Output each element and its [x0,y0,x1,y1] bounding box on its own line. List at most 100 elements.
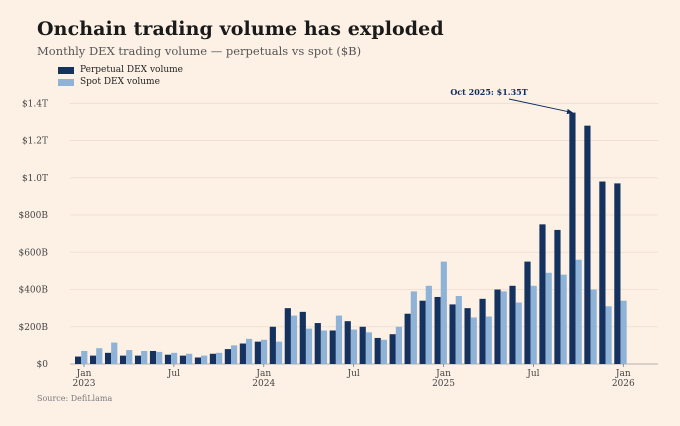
bar-spot [111,342,118,364]
bar-spot [126,350,133,364]
x-tick-label: Jan [615,369,631,379]
bar-perp [509,285,516,364]
bar-spot [96,348,103,364]
bar-perp [284,308,291,364]
legend: Perpetual DEX volume Spot DEX volume [58,64,183,88]
bar-perp [329,330,336,364]
bar-spot [410,291,417,364]
bar-spot [305,328,313,364]
y-tick-label: $1.0T [22,174,48,184]
x-tick-label: Jan [255,369,271,379]
bar-perp [524,261,531,364]
bar-spot [141,350,148,364]
bar-spot [530,285,537,364]
bar-perp [374,337,381,364]
bar-perp [194,357,202,364]
bar-spot [365,332,373,364]
bar-perp [479,298,486,364]
bar-spot [290,315,298,364]
x-tick-label: Jul [526,369,539,379]
source-note: Source: DefiLlama [37,394,113,403]
bar-perp [179,355,187,364]
y-axis: $0 $200B $400B $600B $800B $1.0T $1.2T $1.4T [18,99,48,370]
bar-perp [464,308,471,364]
bar-perp [389,334,396,364]
bar-spot [545,272,552,364]
bar-perp [449,304,456,364]
y-tick-label: $1.4T [22,99,48,109]
bar-spot [605,306,612,364]
x-tick-year-label: 2024 [252,379,275,389]
bar-perp [149,350,157,364]
y-tick-label: $1.2T [22,137,48,147]
chart-subtitle: Monthly DEX trading volume — perpetuals … [37,44,362,58]
bar-perp [209,353,217,364]
bar-spot [380,339,387,364]
bar-spot [500,291,507,364]
bar-perp [224,349,231,364]
x-tick-year-label: 2023 [73,379,96,389]
bar-perp [434,296,441,364]
bar-spot [560,274,567,364]
bar-perp [344,321,351,364]
bar-perp [299,311,306,364]
bar-spot [81,350,88,364]
bar-perp [554,229,561,364]
bar-spot [485,316,492,364]
bar-perp [239,343,246,364]
bar-spot [275,341,283,364]
y-tick-label: $400B [18,286,48,296]
legend-item-spot: Spot DEX volume [58,76,183,88]
bar-spot [186,353,193,364]
x-tick-label: Jan [435,369,451,379]
bar-spot [156,351,163,364]
bar-perp [254,341,261,364]
legend-label-spot: Spot DEX volume [80,77,160,87]
bar-perp [419,300,426,364]
annotations: Oct 2025: $1.35T [450,87,574,115]
bar-perp [89,355,97,364]
bar-spot [395,326,402,364]
bar-perp [134,355,142,364]
y-tick-label: $800B [18,211,48,221]
bar-perp [75,356,82,364]
y-tick-label: $600B [18,248,48,258]
bar-spot [470,317,477,364]
bar-spot [425,285,432,364]
bar-spot [171,352,178,364]
bar-perp [614,183,621,364]
bar-perp [164,354,172,364]
bar-spot [231,345,238,364]
bar-spot [260,339,268,364]
legend-swatch-perp [58,66,74,74]
bar-spot [590,289,597,364]
bar-perp [494,289,501,364]
bars [75,112,627,364]
bar-spot [350,329,358,364]
annotation-arrow [508,98,574,115]
bar-perp [404,313,411,364]
legend-item-perp: Perpetual DEX volume [58,64,183,76]
y-tick-label: $200B [18,323,48,333]
bar-perp [359,326,366,364]
x-tick-label: Jan [76,369,92,379]
x-tick-label: Jul [346,369,359,379]
bar-spot [335,315,343,364]
bar-spot [620,300,627,364]
bar-perp [539,224,546,364]
bar-spot [216,352,223,364]
x-tick-year-label: 2026 [612,379,635,389]
bar-spot [515,302,522,364]
bar-perp [314,323,321,364]
bar-perp [119,355,127,364]
bar-spot [575,259,582,364]
legend-swatch-spot [58,78,74,86]
bar-spot [320,330,328,364]
chart-title: Onchain trading volume has exploded [37,18,444,40]
x-tick-year-label: 2025 [432,379,455,389]
bar-perp [584,125,591,364]
annotation-label: Oct 2025: $1.35T [450,87,527,97]
legend-label-perp: Perpetual DEX volume [80,65,183,75]
bar-perp [104,352,112,364]
